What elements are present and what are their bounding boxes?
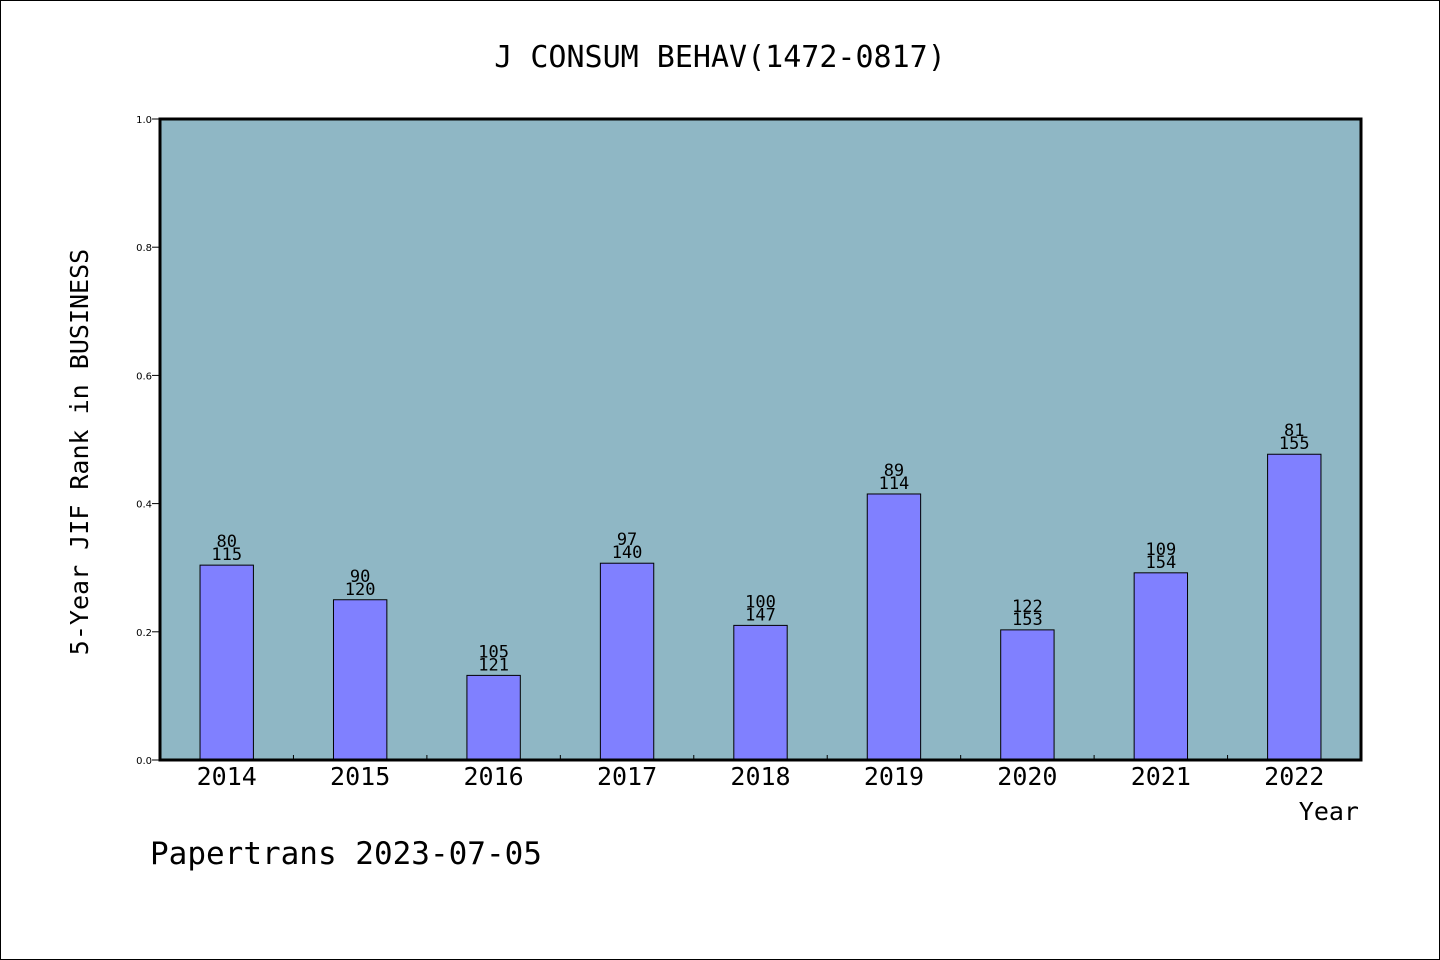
x-axis: 2014 2015 2016 2017 2018 2019 2020 2021 2022 [197, 755, 1324, 791]
bar-label-rank: 109 [1145, 540, 1176, 560]
x-tick-label: 2017 [597, 762, 657, 791]
x-tick-label: 2015 [330, 762, 390, 791]
y-tick-label: 0.6 [136, 371, 152, 382]
bar [1133, 572, 1189, 761]
y-tick-label: 0.8 [136, 243, 152, 254]
bar-label-rank: 81 [1284, 421, 1304, 441]
bar [199, 564, 254, 761]
bar [733, 624, 788, 761]
y-tick-label: 1.0 [136, 115, 152, 126]
bar-label-total: 155 [1279, 434, 1310, 454]
bar-label-total: 154 [1145, 553, 1176, 573]
bar [599, 562, 655, 761]
x-tick-label: 2014 [197, 762, 257, 791]
bar-label-rank: 100 [745, 592, 776, 612]
bar-label-rank: 122 [1012, 597, 1043, 617]
bar-label-rank: 80 [216, 532, 236, 552]
x-tick-label: 2022 [1264, 762, 1324, 791]
bar-label-total: 140 [612, 543, 643, 563]
y-tick-label: 0.4 [136, 500, 152, 511]
bar-label-rank: 90 [350, 567, 370, 587]
bar-label-total: 115 [211, 545, 242, 565]
y-axis-label: 5-Year JIF Rank in BUSINESS [65, 249, 94, 655]
footer-text: Papertrans 2023-07-05 [150, 836, 542, 872]
x-tick-label: 2018 [730, 762, 790, 791]
bar [332, 599, 388, 761]
x-tick-label: 2020 [997, 762, 1057, 791]
bar-label-total: 121 [478, 655, 509, 675]
x-tick-label: 2016 [464, 762, 524, 791]
y-tick-label: 0.0 [136, 756, 152, 767]
x-axis-label: Year [1299, 797, 1359, 826]
bar-label-rank: 97 [617, 530, 637, 550]
bar-label-total: 114 [879, 474, 910, 494]
x-tick-label: 2019 [864, 762, 924, 791]
bar [1000, 629, 1055, 761]
bar-label-rank: 105 [478, 642, 509, 662]
x-tick-label: 2021 [1131, 762, 1191, 791]
bar-label-total: 147 [745, 605, 776, 625]
bar-label-total: 120 [345, 580, 376, 600]
y-tick-label: 0.2 [136, 628, 152, 639]
bar [866, 493, 922, 761]
bar-label-rank: 89 [884, 461, 904, 481]
y-axis: 0.0 0.2 0.4 0.6 0.8 1.0 [136, 115, 160, 767]
plot-border [158, 117, 1363, 762]
bar [1267, 453, 1322, 761]
bar-label-total: 153 [1012, 610, 1043, 630]
chart-title: J CONSUM BEHAV(1472-0817) [494, 40, 946, 75]
bar [466, 674, 521, 761]
